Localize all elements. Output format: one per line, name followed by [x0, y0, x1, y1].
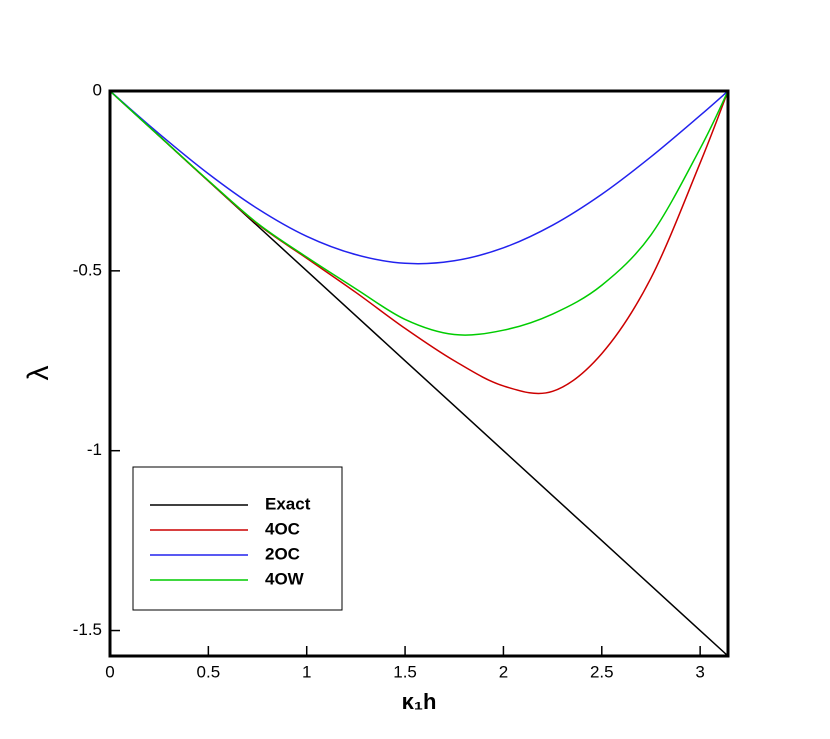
x-axis-title: κ₁h — [402, 689, 437, 714]
y-tick-label: -1 — [87, 440, 102, 459]
legend-label: 2OC — [265, 544, 300, 563]
legend-label: 4OC — [265, 519, 300, 538]
series-line — [109, 90, 729, 265]
legend-label: 4OW — [265, 569, 305, 588]
plot-frame — [108, 89, 730, 658]
x-tick-label: 2.5 — [590, 662, 614, 681]
x-tick-label: 1.5 — [393, 662, 417, 681]
x-tick-label: 3 — [695, 662, 704, 681]
x-tick-label: 0 — [105, 662, 114, 681]
x-tick-label: 0.5 — [197, 662, 221, 681]
x-tick-label: 1 — [302, 662, 311, 681]
y-tick-label: 0 — [93, 80, 102, 99]
y-tick-label: -1.5 — [73, 620, 102, 639]
series-line — [109, 90, 729, 395]
series-line — [109, 90, 729, 336]
legend-label: Exact — [265, 494, 311, 513]
legend-box — [132, 466, 343, 611]
y-axis-title: λ — [22, 366, 55, 381]
x-tick-label: 2 — [499, 662, 508, 681]
y-tick-label: -0.5 — [73, 260, 102, 279]
